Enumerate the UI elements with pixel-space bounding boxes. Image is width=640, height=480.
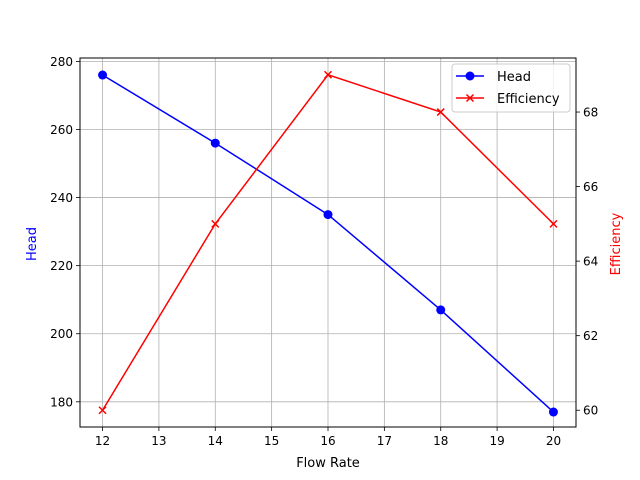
y-axis-right-label: Efficiency (609, 212, 624, 275)
x-tick-label: 19 (489, 434, 504, 448)
data-point-x-marker (549, 219, 558, 228)
series-head (98, 70, 558, 417)
y-axis-left-ticks: 180 200 220 240 260 280 (50, 55, 80, 409)
x-tick-label: 16 (320, 434, 335, 448)
data-point-circle-marker (98, 70, 108, 80)
x-axis-ticks: 12 13 14 15 16 17 18 19 20 (95, 427, 561, 448)
data-point-circle-marker (436, 305, 446, 315)
y2-tick-label: 64 (583, 255, 598, 269)
legend-item-head: Head (456, 70, 531, 85)
x-tick-label: 18 (433, 434, 448, 448)
y2-tick-label: 66 (583, 180, 598, 194)
x-tick-label: 17 (377, 434, 392, 448)
legend-head-label: Head (497, 70, 531, 85)
x-tick-label: 20 (546, 434, 561, 448)
data-point-circle-marker (210, 138, 220, 148)
series-layer (98, 70, 558, 417)
y2-tick-label: 60 (583, 404, 598, 418)
data-point-x-marker (211, 219, 220, 228)
data-point-x-marker (98, 406, 107, 415)
y2-tick-label: 68 (583, 106, 598, 120)
circle-marker-icon (465, 71, 475, 81)
legend-efficiency-label: Efficiency (497, 92, 560, 107)
x-tick-label: 13 (151, 434, 166, 448)
y-axis-right-ticks: 60 62 64 66 68 (576, 106, 598, 418)
y2-tick-label: 62 (583, 329, 598, 343)
y-tick-label: 200 (50, 327, 73, 341)
series-efficiency (98, 70, 558, 415)
x-marker-icon (465, 93, 475, 103)
x-tick-label: 15 (264, 434, 279, 448)
data-point-circle-marker (548, 407, 558, 417)
x-axis-label: Flow Rate (296, 456, 360, 471)
x-tick-label: 14 (208, 434, 223, 448)
y-tick-label: 220 (50, 259, 73, 273)
y-axis-left-label: Head (25, 227, 40, 261)
legend-item-efficiency: Efficiency (456, 92, 560, 107)
legend: Head Efficiency (451, 63, 571, 113)
data-point-x-marker (436, 108, 445, 117)
grid-lines (80, 58, 576, 427)
data-point-x-marker (323, 70, 333, 79)
x-tick-label: 12 (95, 434, 110, 448)
y-tick-label: 240 (50, 191, 73, 205)
data-point-circle-marker (323, 210, 333, 220)
y-tick-label: 260 (50, 123, 73, 137)
y-tick-label: 280 (50, 55, 73, 69)
y-tick-label: 180 (50, 395, 73, 409)
